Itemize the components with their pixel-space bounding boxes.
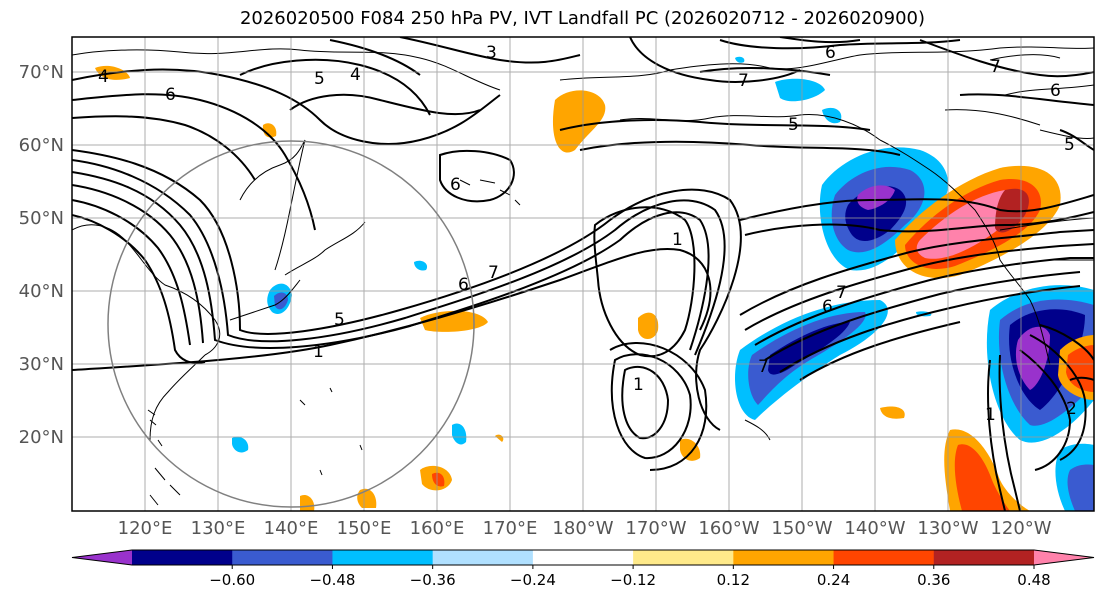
reference-circle xyxy=(107,140,475,508)
lon-label: 120°W xyxy=(990,518,1051,539)
lat-label: 60°N xyxy=(19,135,64,156)
contour-label: 6 xyxy=(458,275,469,295)
lat-label: 70°N xyxy=(19,62,64,83)
colorbar-tick-label: 0.12 xyxy=(717,571,750,589)
contour-label: 6 xyxy=(825,43,836,63)
lon-label: 170°E xyxy=(483,518,538,539)
lon-label: 180°W xyxy=(552,518,613,539)
lat-label: 40°N xyxy=(19,281,64,302)
contour-label: 3 xyxy=(486,43,497,63)
contour-label: 6 xyxy=(165,85,176,105)
colorbar-segment xyxy=(132,550,233,565)
contour-label: 6 xyxy=(822,297,833,317)
colorbar-tick-label: −0.24 xyxy=(510,571,556,589)
contour-label: 4 xyxy=(350,65,361,85)
contour-label: 5 xyxy=(334,310,345,330)
contour-label: 7 xyxy=(758,357,769,377)
colorbar-tick-label: −0.48 xyxy=(309,571,355,589)
contour-label: 7 xyxy=(990,57,1001,77)
pv-contours xyxy=(72,37,1094,511)
map-frame xyxy=(71,36,1095,512)
colorbar-tick-label: −0.36 xyxy=(410,571,456,589)
colorbar-segment xyxy=(933,550,1035,565)
colorbar-segment xyxy=(532,550,634,565)
colorbar-segment xyxy=(633,550,734,565)
lat-label: 30°N xyxy=(19,354,64,375)
longitude-labels: 120°E 130°E 140°E 150°E 160°E 170°E 180°… xyxy=(118,518,1052,539)
lat-label: 50°N xyxy=(19,208,64,229)
contour-label: 1 xyxy=(313,342,324,362)
contour-label: 4 xyxy=(98,67,109,87)
contour-label: 5 xyxy=(1064,135,1075,155)
contour-label: 7 xyxy=(738,71,749,91)
colorbar-segment xyxy=(232,550,333,565)
colorbar-extend-min xyxy=(72,550,132,565)
colorbar-tick-label: 0.36 xyxy=(917,571,950,589)
lon-label: 170°W xyxy=(625,518,686,539)
contour-label: 1 xyxy=(633,375,644,395)
contour-label: 1 xyxy=(985,405,996,425)
coastlines xyxy=(72,46,1094,506)
latitude-labels: 70°N 60°N 50°N 40°N 30°N 20°N xyxy=(19,62,64,448)
lon-label: 150°E xyxy=(337,518,392,539)
lon-label: 160°E xyxy=(410,518,465,539)
lat-label: 20°N xyxy=(19,427,64,448)
contour-label: 1 xyxy=(672,230,683,250)
colorbar-segment xyxy=(332,550,434,565)
colorbar-tick-label: 0.48 xyxy=(1017,571,1050,589)
pv-anomaly-shading xyxy=(95,56,1094,511)
contour-label: 5 xyxy=(314,69,325,89)
lon-label: 130°W xyxy=(917,518,978,539)
colorbar-tick-label: 0.24 xyxy=(817,571,850,589)
lon-label: 160°W xyxy=(698,518,759,539)
lon-label: 130°E xyxy=(191,518,246,539)
colorbar-outline xyxy=(71,549,1095,566)
map-plot-area: 3 4 5 6 6 7 5 7 6 5 1 6 7 1 7 6 1 7 6 5 … xyxy=(72,37,1094,511)
contour-label: 7 xyxy=(488,263,499,283)
colorbar-segment xyxy=(833,550,935,565)
lon-label: 140°E xyxy=(264,518,319,539)
colorbar-segment xyxy=(733,550,835,565)
lon-label: 120°E xyxy=(118,518,173,539)
map-title: 2026020500 F084 250 hPa PV, IVT Landfall… xyxy=(239,8,926,29)
colorbar-tick-label: −0.60 xyxy=(209,571,255,589)
contour-label: 2 xyxy=(1066,399,1077,419)
contour-labels: 3 4 5 6 6 7 5 7 6 5 1 6 7 1 7 6 1 7 6 5 … xyxy=(98,43,1077,425)
contour-label: 6 xyxy=(1050,81,1061,101)
gridlines xyxy=(72,37,1094,511)
lon-label: 150°W xyxy=(771,518,832,539)
colorbar: −0.60 −0.48 −0.36 −0.24 −0.12 0.12 0.24 0.36 0.4… xyxy=(71,549,1095,589)
contour-label: 7 xyxy=(836,283,847,303)
colorbar-segment xyxy=(432,550,534,565)
contour-label: 5 xyxy=(788,115,799,135)
colorbar-tick-label: −0.12 xyxy=(610,571,656,589)
lon-label: 140°W xyxy=(844,518,905,539)
colorbar-extend-max xyxy=(1034,550,1094,565)
contour-label: 6 xyxy=(450,175,461,195)
